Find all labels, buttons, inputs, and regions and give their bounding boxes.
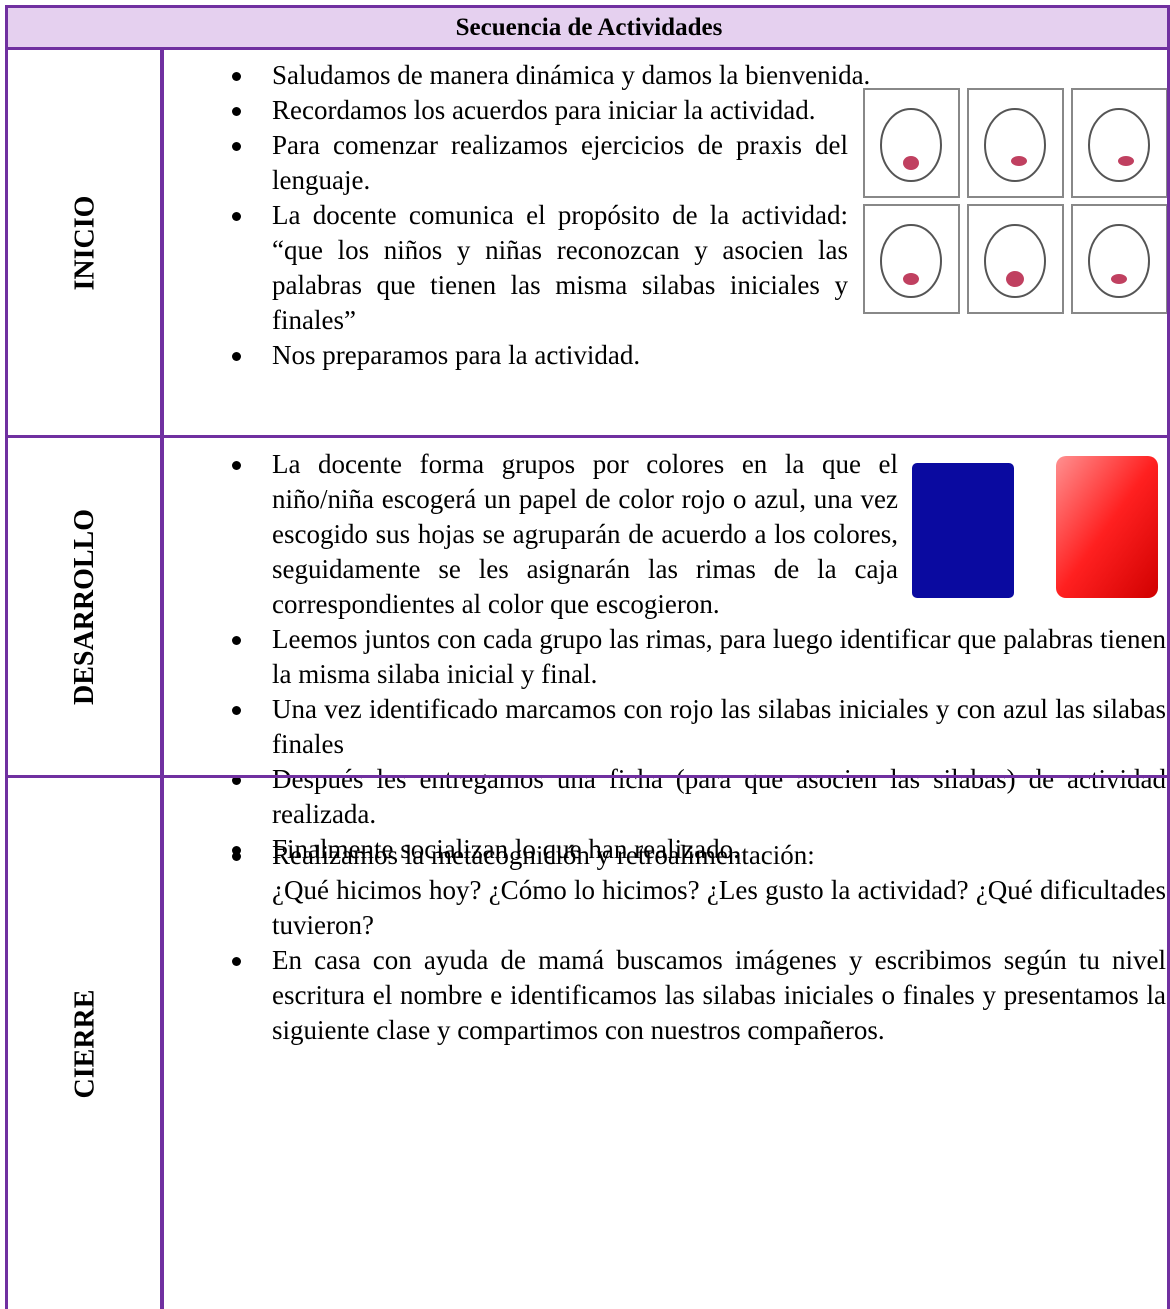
bullet-text: Recordamos los acuerdos para iniciar la … bbox=[272, 95, 816, 125]
bullet-text: Leemos juntos con cada grupo las rimas, … bbox=[272, 624, 1166, 689]
bullet-list: Realizamos la metacognición y retroalime… bbox=[166, 838, 1166, 1048]
bullet-text: Saludamos de manera dinámica y damos la … bbox=[272, 60, 871, 90]
bullet-item: La docente comunica el propósito de la a… bbox=[232, 198, 1166, 338]
section-label-cell: INICIO bbox=[8, 50, 163, 435]
bullet-text: Finalmente socializan lo que han realiza… bbox=[272, 834, 740, 864]
border bbox=[1167, 5, 1170, 1309]
border bbox=[5, 5, 8, 1309]
border bbox=[5, 5, 1170, 8]
bullet-text: ¿Qué hicimos hoy? ¿Cómo lo hicimos? ¿Les… bbox=[272, 875, 1166, 940]
bullet-item: Después les entregamos una ficha (para q… bbox=[232, 762, 1166, 832]
bullet-item: Recordamos los acuerdos para iniciar la … bbox=[232, 88, 1168, 314]
bullet-text: La docente forma grupos por colores en l… bbox=[272, 449, 898, 619]
bullet-list: La docente forma grupos por colores en l… bbox=[166, 447, 1166, 867]
section-label-cell: CIERRE bbox=[8, 778, 163, 1309]
bullet-item: Finalmente socializan lo que han realiza… bbox=[232, 832, 1166, 867]
bullet-item: Para comenzar realizamos ejercicios de p… bbox=[232, 128, 1166, 198]
bullet-item: Nos preparamos para la actividad. bbox=[232, 338, 1166, 373]
bullet-item: En casa con ayuda de mamá buscamos imáge… bbox=[232, 943, 1166, 1048]
section-label: INICIO bbox=[69, 195, 101, 290]
section-content: Realizamos la metacognición y retroalime… bbox=[166, 838, 1166, 1048]
border bbox=[5, 47, 1170, 50]
bullet-text: Una vez identificado marcamos con rojo l… bbox=[272, 694, 1166, 759]
section-label: DESARROLLO bbox=[69, 508, 101, 705]
bullet-text: Realizamos la metacognición y retroalime… bbox=[272, 840, 815, 870]
bullet-text: Después les entregamos una ficha (para q… bbox=[272, 764, 1166, 829]
praxis-faces-image bbox=[863, 88, 1168, 314]
border bbox=[5, 775, 1170, 778]
section-label: CIERRE bbox=[69, 989, 101, 1098]
bullet-list: Saludamos de manera dinámica y damos la … bbox=[166, 58, 1168, 373]
border bbox=[160, 47, 164, 1309]
section-label-cell: DESARROLLO bbox=[8, 438, 163, 775]
header-title: Secuencia de Actividades bbox=[455, 14, 723, 41]
color-cards-image bbox=[912, 456, 1158, 598]
section-content: Saludamos de manera dinámica y damos la … bbox=[166, 58, 1168, 373]
bullet-item: Leemos juntos con cada grupo las rimas, … bbox=[232, 622, 1166, 692]
border bbox=[5, 435, 1170, 438]
table-header: Secuencia de Actividades bbox=[8, 8, 1170, 48]
bullet-text: Nos preparamos para la actividad. bbox=[272, 340, 641, 370]
bullet-item: La docente forma grupos por colores en l… bbox=[232, 447, 1166, 622]
bullet-text: Para comenzar realizamos ejercicios de p… bbox=[272, 130, 848, 195]
bullet-text: En casa con ayuda de mamá buscamos imáge… bbox=[272, 945, 1166, 1045]
bullet-text: La docente comunica el propósito de la a… bbox=[272, 200, 848, 335]
section-content: La docente forma grupos por colores en l… bbox=[166, 447, 1166, 867]
bullet-item: Realizamos la metacognición y retroalime… bbox=[232, 838, 1166, 943]
bullet-item: Saludamos de manera dinámica y damos la … bbox=[232, 58, 1166, 93]
bullet-item: Una vez identificado marcamos con rojo l… bbox=[232, 692, 1166, 762]
